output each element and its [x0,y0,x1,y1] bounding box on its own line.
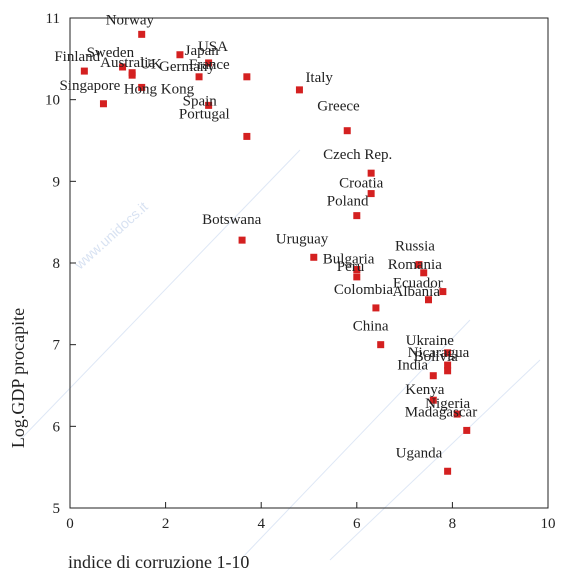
data-point [243,73,251,81]
y-tick-label: 10 [45,93,60,109]
x-axis-title: indice di corruzione 1-10 [68,552,249,572]
data-point [138,83,146,91]
point-label: Albania [393,284,441,300]
data-point [176,51,184,59]
data-point [415,261,423,269]
point-label: China [353,319,389,335]
data-point [420,269,428,277]
point-label: Ecuador [393,276,443,292]
data-point [367,190,375,198]
y-tick-label: 8 [53,256,61,272]
watermark-text: www.unidocs.it [71,198,151,273]
point-label: Spain [183,93,218,109]
y-tick-label: 6 [53,419,61,435]
point-label: Italy [305,70,333,86]
y-tick-label: 11 [46,11,60,27]
point-label: Ukraine [406,333,455,349]
data-point [119,63,127,71]
point-label: Uruguay [276,231,329,247]
data-point [80,67,88,75]
y-tick-label: 7 [53,338,61,354]
data-point [444,361,452,369]
point-label: Russia [395,239,435,255]
data-point [353,212,361,220]
data-point [453,410,461,418]
point-label: Norway [106,12,155,28]
data-point [429,372,437,380]
data-point [205,101,213,109]
point-label: Czech Rep. [323,147,392,163]
point-label: France [189,57,230,73]
point-label: Colombia [334,282,394,298]
point-label: Germany [159,59,215,75]
point-label: Greece [317,99,360,115]
point-label: Madagascar [405,404,477,420]
point-label: Peru [337,259,365,275]
data-point [243,132,251,140]
point-label: Nicaragua [408,345,470,361]
data-point [295,86,303,94]
point-label: Romania [388,257,442,273]
data-point [353,273,361,281]
x-tick-label: 2 [162,516,170,532]
data-point [429,396,437,404]
point-label: Australia [100,55,155,71]
point-label: Nigeria [425,396,470,412]
point-label: Uganda [396,445,443,461]
data-point [463,426,471,434]
data-point [238,236,246,244]
point-label: Finland [54,49,100,65]
data-point [367,169,375,177]
point-label: UK [140,57,162,73]
point-label: Kenya [405,382,444,398]
point-label: India [397,358,428,374]
point-label: USA [198,39,228,55]
data-point [444,467,452,475]
data-point [372,304,380,312]
x-tick-label: 4 [257,516,265,532]
point-label: Portugal [179,106,230,122]
point-label: Poland [327,194,369,210]
point-label: Singapore [59,78,120,94]
data-point [377,341,385,349]
data-point [310,253,318,261]
y-tick-label: 9 [53,174,61,190]
point-label: Bolivia [414,349,459,365]
y-axis-title: Log.GDP procapite [8,308,28,448]
data-point [195,73,203,81]
x-tick-label: 0 [66,516,74,532]
data-point [444,367,452,375]
data-point [128,71,136,79]
data-point [205,59,213,67]
point-label: Botswana [202,212,262,228]
data-point [343,127,351,135]
point-label: Croatia [339,176,383,192]
point-label: Sweden [87,45,135,61]
data-point [444,349,452,357]
point-label: Bulgaria [323,252,375,268]
x-tick-label: 6 [353,516,361,532]
point-label: Japan [185,43,220,59]
data-point [353,266,361,274]
x-tick-label: 8 [449,516,457,532]
data-point [425,296,432,304]
point-label: Hong Kong [124,81,195,97]
y-tick-label: 5 [53,501,61,517]
data-point [99,100,107,108]
data-point [439,288,447,296]
x-tick-label: 10 [541,516,556,532]
data-point [138,30,146,38]
